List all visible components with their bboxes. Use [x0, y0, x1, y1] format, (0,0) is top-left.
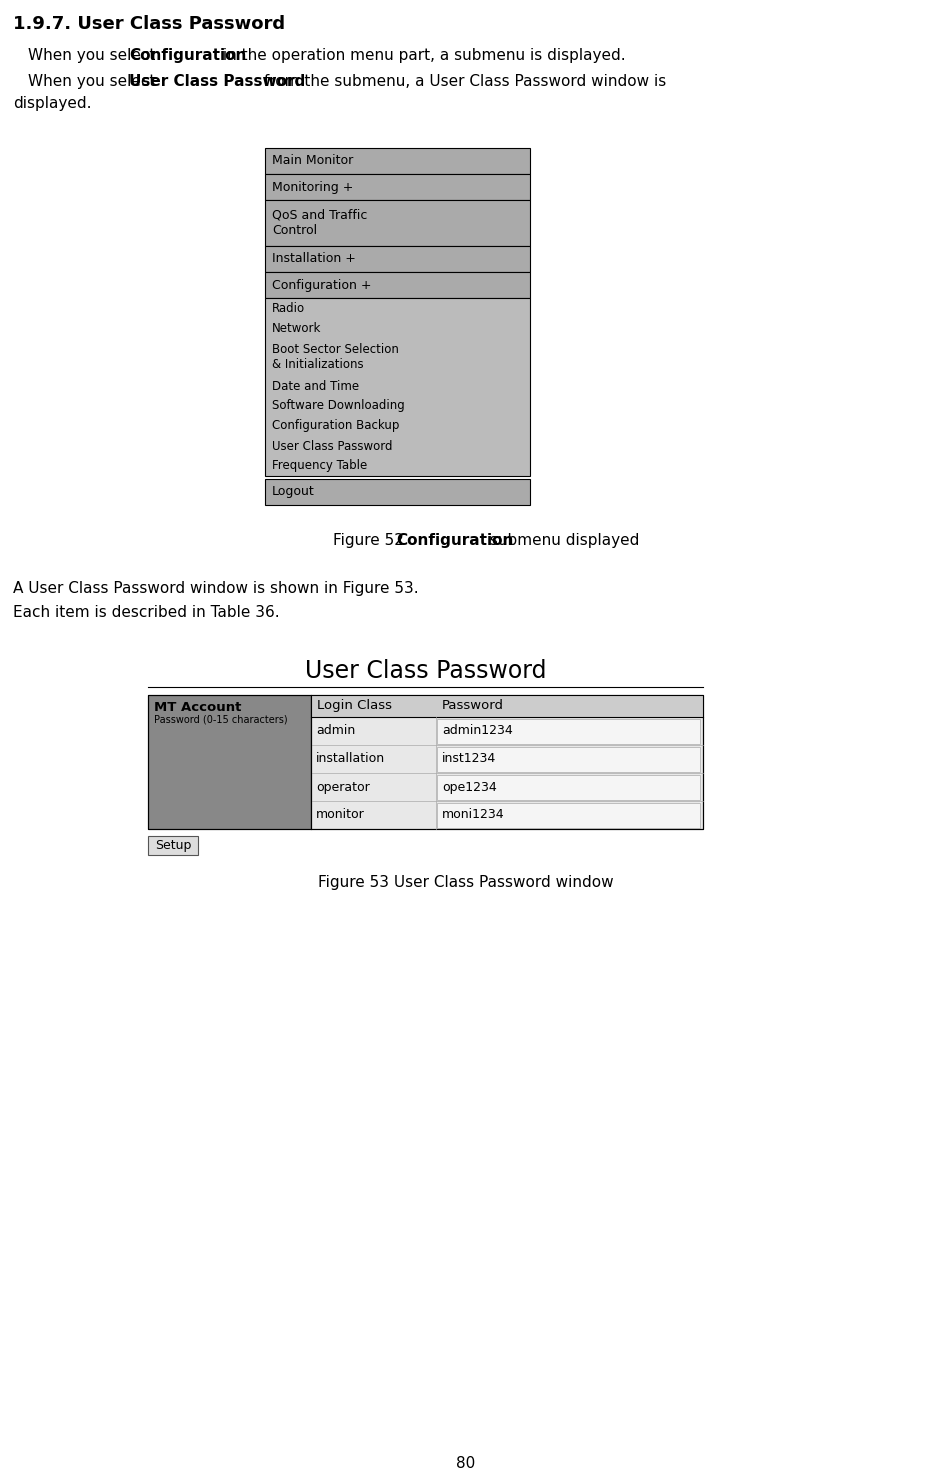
- Bar: [265, 298, 530, 475]
- Bar: [265, 246, 530, 272]
- Bar: [148, 695, 703, 830]
- Text: admin: admin: [316, 725, 355, 738]
- Bar: [311, 695, 703, 830]
- Text: Installation +: Installation +: [272, 252, 355, 266]
- Text: from the submenu, a User Class Password window is: from the submenu, a User Class Password …: [258, 74, 666, 89]
- Text: operator: operator: [316, 781, 369, 794]
- Bar: [265, 480, 530, 505]
- Bar: [437, 775, 700, 800]
- Text: Configuration: Configuration: [129, 49, 246, 63]
- Text: installation: installation: [316, 753, 385, 766]
- Text: Network: Network: [272, 322, 321, 335]
- Bar: [437, 747, 700, 772]
- Text: moni1234: moni1234: [442, 809, 505, 822]
- Text: Configuration +: Configuration +: [272, 279, 371, 291]
- Bar: [148, 835, 198, 855]
- Text: Frequency Table: Frequency Table: [272, 459, 368, 472]
- Text: Main Monitor: Main Monitor: [272, 155, 354, 167]
- Text: inst1234: inst1234: [442, 753, 496, 766]
- Bar: [265, 148, 530, 174]
- Text: User Class Password: User Class Password: [129, 74, 305, 89]
- Text: Login Class: Login Class: [317, 700, 392, 711]
- Text: monitor: monitor: [316, 809, 365, 822]
- Text: Boot Sector Selection
& Initializations: Boot Sector Selection & Initializations: [272, 342, 399, 370]
- Text: QoS and Traffic
Control: QoS and Traffic Control: [272, 210, 368, 238]
- Text: Setup: Setup: [155, 838, 191, 852]
- Text: User Class Password: User Class Password: [272, 440, 393, 453]
- Text: Logout: Logout: [272, 486, 314, 499]
- Text: Password: Password: [442, 700, 504, 711]
- Text: Date and Time: Date and Time: [272, 379, 359, 393]
- Text: Configuration Backup: Configuration Backup: [272, 419, 399, 432]
- Text: When you select: When you select: [28, 74, 160, 89]
- Bar: [437, 803, 700, 828]
- Text: Configuration: Configuration: [397, 533, 514, 548]
- Text: Figure 53 User Class Password window: Figure 53 User Class Password window: [318, 875, 614, 890]
- Text: When you select: When you select: [28, 49, 160, 63]
- Text: A User Class Password window is shown in Figure 53.: A User Class Password window is shown in…: [13, 582, 419, 596]
- Text: 1.9.7. User Class Password: 1.9.7. User Class Password: [13, 15, 285, 32]
- Text: Each item is described in Table 36.: Each item is described in Table 36.: [13, 605, 280, 620]
- Bar: [265, 201, 530, 246]
- Bar: [265, 272, 530, 298]
- Bar: [265, 174, 530, 201]
- Bar: [148, 695, 311, 830]
- Text: User Class Password: User Class Password: [305, 658, 546, 683]
- Text: submenu displayed: submenu displayed: [485, 533, 639, 548]
- Text: ope1234: ope1234: [442, 781, 496, 794]
- Text: MT Account: MT Account: [154, 701, 242, 714]
- Text: Figure 52: Figure 52: [333, 533, 409, 548]
- Text: displayed.: displayed.: [13, 96, 91, 111]
- Text: Radio: Radio: [272, 301, 305, 314]
- Text: 80: 80: [456, 1455, 476, 1472]
- Text: admin1234: admin1234: [442, 725, 513, 738]
- Text: Monitoring +: Monitoring +: [272, 180, 354, 193]
- Text: Password (0-15 characters): Password (0-15 characters): [154, 714, 287, 725]
- Text: Software Downloading: Software Downloading: [272, 400, 405, 412]
- Bar: [311, 695, 703, 717]
- Bar: [437, 719, 700, 744]
- Text: in the operation menu part, a submenu is displayed.: in the operation menu part, a submenu is…: [218, 49, 625, 63]
